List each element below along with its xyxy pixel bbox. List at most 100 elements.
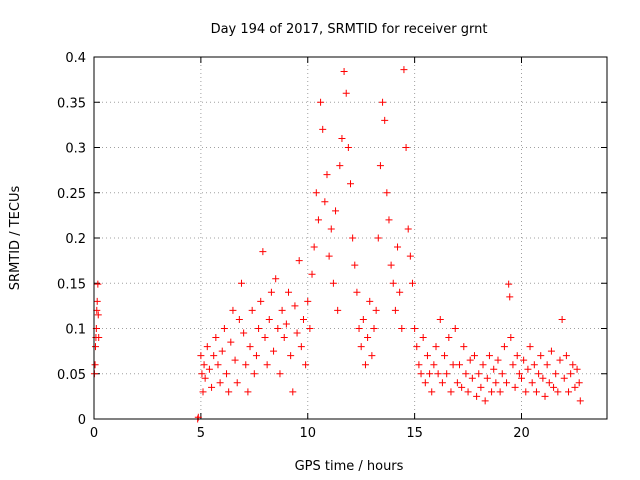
data-point <box>500 343 508 351</box>
data-point <box>368 352 376 360</box>
data-point <box>436 315 444 323</box>
data-point <box>205 365 213 373</box>
data-point <box>479 361 487 369</box>
data-point <box>468 374 476 382</box>
data-point <box>509 361 517 369</box>
data-point <box>423 352 431 360</box>
data-point <box>413 343 421 351</box>
data-point <box>308 270 316 278</box>
data-point <box>518 374 525 382</box>
data-point <box>227 338 235 346</box>
data-point <box>506 293 514 301</box>
data-point <box>212 334 220 342</box>
data-point <box>370 325 378 332</box>
data-point <box>494 356 502 364</box>
data-point <box>419 334 427 342</box>
data-point <box>235 315 243 323</box>
x-tick-label: 10 <box>299 426 316 441</box>
data-point <box>535 370 543 378</box>
data-point <box>91 343 99 351</box>
data-point <box>421 379 429 387</box>
data-point <box>466 356 474 364</box>
x-tick-label: 0 <box>90 426 98 441</box>
data-point <box>453 379 461 387</box>
data-point <box>376 162 384 170</box>
data-point <box>319 125 327 133</box>
data-point <box>434 370 442 378</box>
data-point <box>199 388 207 396</box>
x-tick-label: 5 <box>197 426 205 441</box>
data-point <box>430 361 438 369</box>
data-point <box>361 361 369 369</box>
data-point <box>285 288 293 296</box>
data-point <box>543 361 551 369</box>
data-point <box>267 288 275 296</box>
data-point <box>201 374 209 382</box>
data-point <box>94 311 102 319</box>
data-point <box>237 279 245 287</box>
data-point <box>265 315 273 323</box>
data-point <box>550 383 558 391</box>
data-point <box>473 392 481 400</box>
data-point <box>524 365 532 373</box>
data-point <box>263 361 271 369</box>
data-point <box>522 388 530 396</box>
data-point <box>252 352 260 360</box>
data-point <box>475 370 483 378</box>
data-point <box>573 365 581 373</box>
data-point <box>291 302 299 310</box>
y-tick-label: 0 <box>78 413 86 428</box>
data-point <box>438 379 446 387</box>
data-point <box>244 388 252 396</box>
data-point <box>225 388 233 396</box>
data-point <box>312 189 320 197</box>
data-point <box>94 280 102 288</box>
data-point <box>441 352 449 360</box>
data-point <box>210 352 218 360</box>
data-point <box>513 352 521 360</box>
y-tick-label: 0.35 <box>57 96 86 111</box>
data-point <box>545 379 553 387</box>
y-tick-label: 0.05 <box>57 368 86 383</box>
data-point <box>562 352 570 360</box>
data-point <box>402 144 410 151</box>
data-point <box>539 374 547 382</box>
data-point <box>541 392 549 400</box>
data-point <box>576 397 584 405</box>
data-point <box>520 356 528 364</box>
y-tick-label: 0.4 <box>65 51 86 66</box>
data-point <box>411 325 419 332</box>
data-point <box>289 388 297 396</box>
data-point <box>483 374 491 382</box>
data-point <box>310 243 318 251</box>
data-point <box>458 383 466 391</box>
data-point <box>389 279 397 287</box>
data-point <box>406 252 414 260</box>
data-point <box>259 248 267 256</box>
data-point <box>302 361 310 369</box>
data-point <box>385 216 393 224</box>
data-points <box>90 66 584 423</box>
data-point <box>447 388 455 396</box>
data-point <box>261 334 269 342</box>
data-point <box>565 388 573 396</box>
data-point <box>95 334 103 342</box>
data-point <box>530 361 538 369</box>
data-point <box>200 361 208 369</box>
data-point <box>396 288 404 296</box>
data-point <box>198 370 206 378</box>
data-point <box>233 379 241 387</box>
data-point <box>503 379 511 387</box>
data-point <box>490 365 498 373</box>
data-point <box>321 198 329 206</box>
data-point <box>336 162 344 170</box>
data-point <box>408 279 416 287</box>
data-point <box>304 297 312 305</box>
data-point <box>325 252 333 260</box>
data-point <box>317 98 325 106</box>
data-point <box>404 225 412 233</box>
data-point <box>374 234 382 242</box>
data-point <box>417 370 425 378</box>
data-point <box>428 388 436 396</box>
data-point <box>460 343 468 351</box>
